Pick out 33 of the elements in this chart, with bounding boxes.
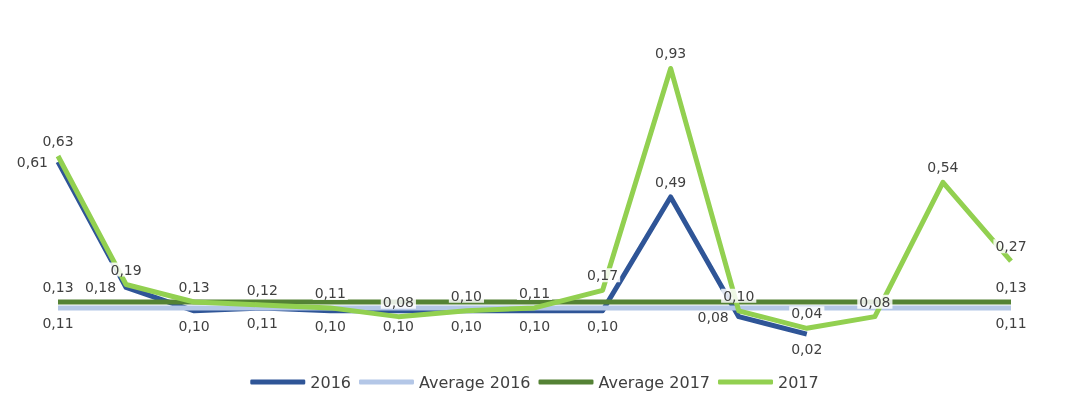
data-label: 0,17 bbox=[586, 267, 619, 284]
legend-label: Average 2016 bbox=[418, 372, 531, 392]
data-label: 0,93 bbox=[655, 45, 687, 62]
data-label: 0,10 bbox=[586, 317, 619, 334]
data-label: 0,10 bbox=[518, 317, 551, 334]
data-label: 0,11 bbox=[42, 314, 74, 331]
legend-label: 2016 bbox=[310, 372, 351, 392]
data-label: 0,13 bbox=[42, 279, 74, 296]
data-label: 0,10 bbox=[450, 287, 483, 304]
data-label: 0,11 bbox=[314, 284, 346, 301]
data-label: 0,13 bbox=[178, 279, 210, 296]
data-label: 0,11 bbox=[995, 314, 1027, 331]
data-label: 0,11 bbox=[246, 314, 278, 331]
data-label: 0,10 bbox=[382, 317, 414, 334]
data-label: 0,10 bbox=[450, 317, 483, 334]
data-label: 0,18 bbox=[84, 279, 117, 296]
data-label: 0,54 bbox=[927, 159, 959, 176]
data-label: 0,02 bbox=[791, 341, 823, 358]
data-label: 0,12 bbox=[246, 281, 278, 298]
data-label: 0,61 bbox=[16, 153, 48, 170]
data-label: 0,10 bbox=[178, 317, 210, 334]
data-label: 0,10 bbox=[723, 287, 755, 304]
data-label: 0,08 bbox=[697, 308, 729, 325]
legend-label: Average 2017 bbox=[598, 372, 711, 392]
data-label: 0,27 bbox=[995, 238, 1027, 255]
data-label: 0,11 bbox=[518, 284, 551, 301]
data-label: 0,13 bbox=[995, 279, 1027, 296]
data-label: 0,63 bbox=[42, 133, 74, 150]
data-label: 0,19 bbox=[110, 261, 142, 278]
legend-label: 2017 bbox=[778, 372, 819, 392]
data-label: 0,49 bbox=[655, 173, 687, 190]
data-label: 0,04 bbox=[791, 305, 823, 322]
data-label: 0,10 bbox=[314, 317, 346, 334]
